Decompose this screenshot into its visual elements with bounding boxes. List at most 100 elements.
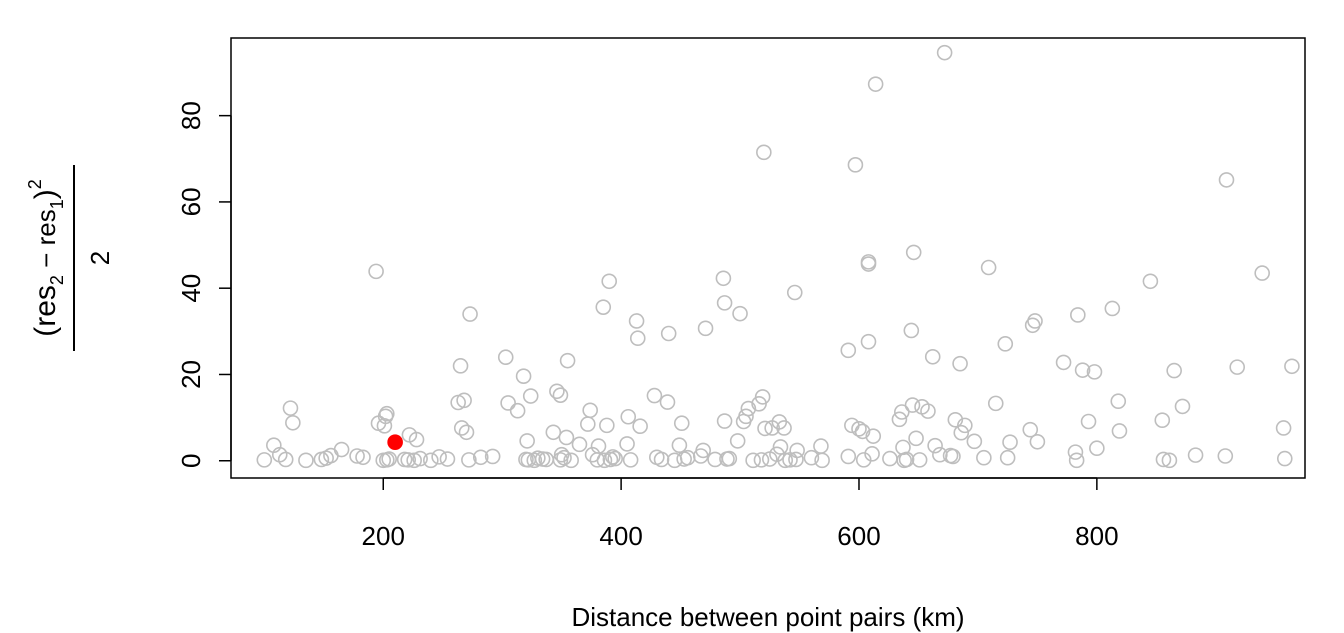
data-point (814, 452, 830, 469)
data-point (313, 451, 330, 468)
data-point (776, 420, 792, 436)
data-point (987, 395, 1004, 412)
data-point (1070, 307, 1086, 323)
data-point (864, 446, 880, 462)
ylabel-part-minus: − res (31, 209, 61, 275)
data-point (898, 451, 915, 468)
ylabel-part-sub2: 2 (47, 275, 67, 285)
data-point (786, 284, 803, 301)
data-point (456, 392, 472, 409)
x-axis-label: Distance between point pairs (km) (571, 602, 964, 632)
data-point (1029, 433, 1046, 450)
data-point (285, 414, 301, 431)
data-point (966, 433, 983, 450)
data-point (509, 402, 526, 419)
data-point (716, 295, 733, 311)
data-point (349, 448, 365, 464)
data-point (646, 387, 663, 404)
data-point (601, 273, 618, 290)
data-point (882, 450, 898, 467)
data-point (629, 330, 646, 347)
data-point (1284, 358, 1300, 375)
y-axis: 0 20 40 60 80 (176, 101, 232, 468)
data-point (732, 305, 748, 322)
data-point (957, 417, 973, 434)
data-point (1055, 354, 1072, 371)
data-point (453, 420, 470, 436)
data-point (756, 144, 772, 161)
data-point (903, 322, 920, 339)
ylabel-part-sub1: 1 (47, 199, 67, 209)
data-point (865, 428, 882, 444)
data-point (556, 449, 572, 466)
data-point (558, 429, 575, 446)
data-point (355, 449, 371, 466)
data-point (772, 439, 789, 455)
data-point (571, 436, 588, 453)
data-point (1002, 434, 1018, 450)
data-point (376, 418, 393, 434)
data-point (596, 452, 613, 469)
data-point (976, 449, 992, 466)
data-point (1022, 421, 1039, 438)
data-point (462, 306, 478, 322)
data-point (282, 400, 299, 416)
data-point (1027, 313, 1043, 329)
data-point (604, 449, 621, 465)
data-point (895, 439, 911, 456)
data-point (729, 433, 746, 449)
data-point (607, 450, 623, 467)
data-point (439, 451, 456, 467)
data-point (522, 388, 539, 404)
data-point (408, 431, 425, 448)
data-point (653, 451, 670, 468)
data-point (1086, 364, 1103, 380)
data-point (298, 452, 314, 469)
y-tick-label: 40 (176, 274, 206, 303)
data-point (519, 433, 535, 449)
data-point (1161, 452, 1178, 469)
data-point (628, 313, 645, 329)
data-point (1218, 172, 1235, 188)
data-point (632, 418, 648, 435)
data-point (754, 389, 771, 405)
x-tick-label: 200 (362, 521, 405, 551)
data-point (622, 452, 639, 468)
data-point (1074, 362, 1091, 378)
data-point (777, 452, 794, 469)
data-point (1217, 448, 1234, 464)
data-point (333, 441, 350, 458)
x-tick-label: 400 (599, 521, 642, 551)
data-points (256, 44, 1300, 469)
data-point (552, 387, 569, 403)
data-point (673, 415, 690, 432)
data-point (813, 438, 829, 454)
data-point (757, 420, 773, 437)
data-point (1110, 393, 1127, 410)
data-point (1166, 362, 1182, 379)
data-point (590, 438, 607, 454)
data-point (526, 452, 543, 469)
data-point (599, 417, 615, 434)
data-point (1154, 412, 1171, 428)
data-point (740, 400, 757, 417)
data-point (323, 447, 339, 464)
data-point (500, 395, 516, 411)
data-point (423, 452, 439, 469)
y-axis-label-denominator: 2 (85, 251, 115, 265)
data-point (697, 320, 714, 337)
data-point (920, 403, 936, 419)
x-axis: 200 400 600 800 (362, 477, 1119, 551)
data-point (1174, 398, 1191, 415)
data-point (753, 452, 770, 468)
data-point (721, 450, 738, 467)
data-point (911, 452, 928, 468)
x-tick-label: 800 (1075, 521, 1118, 551)
data-point (431, 449, 447, 465)
data-point (461, 452, 477, 468)
data-point (458, 424, 475, 441)
data-point (545, 424, 562, 441)
data-point (1104, 300, 1121, 317)
data-point (788, 451, 804, 468)
